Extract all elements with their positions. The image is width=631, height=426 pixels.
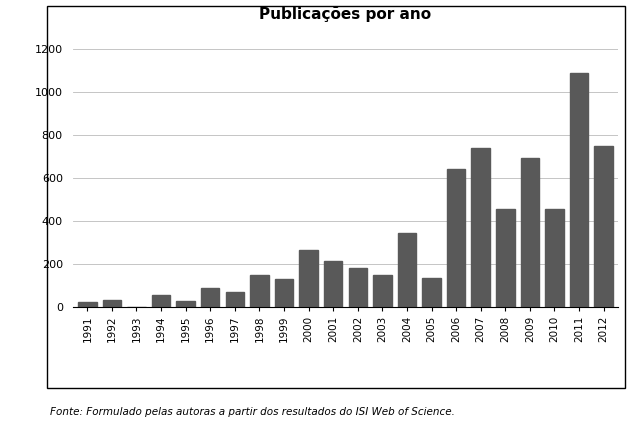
Bar (324, 261, 343, 307)
Bar (398, 233, 416, 307)
Bar (545, 209, 563, 307)
Bar (496, 209, 514, 307)
Bar (447, 170, 465, 307)
Bar (226, 292, 244, 307)
Bar (471, 148, 490, 307)
Text: Fonte: Formulado pelas autoras a partir dos resultados do ISI Web of Science.: Fonte: Formulado pelas autoras a partir … (50, 407, 456, 417)
Bar (373, 274, 392, 307)
Title: Publicações por ano: Publicações por ano (259, 7, 432, 22)
Bar (152, 295, 170, 307)
Bar (422, 278, 440, 307)
Bar (299, 250, 318, 307)
Bar (103, 300, 121, 307)
Bar (177, 301, 195, 307)
Bar (594, 146, 613, 307)
Bar (201, 288, 220, 307)
Bar (251, 274, 269, 307)
Bar (274, 279, 293, 307)
Bar (78, 302, 97, 307)
Bar (521, 158, 539, 307)
Bar (570, 73, 588, 307)
Bar (348, 268, 367, 307)
